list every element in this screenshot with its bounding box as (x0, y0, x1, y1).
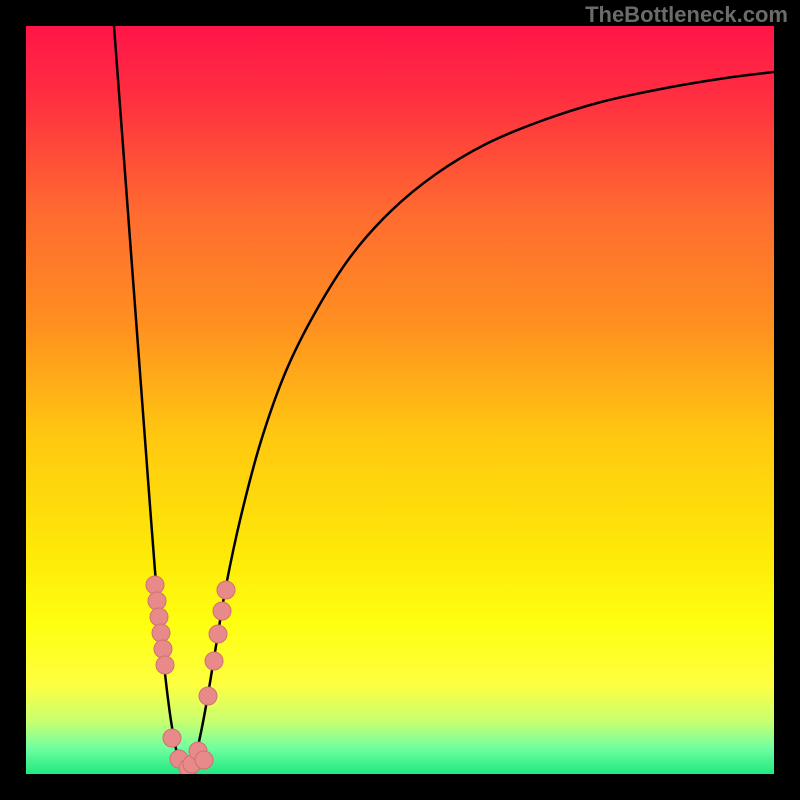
data-marker (205, 652, 223, 670)
data-marker (154, 640, 172, 658)
data-marker (217, 581, 235, 599)
plot-svg (26, 26, 774, 774)
data-marker (199, 687, 217, 705)
data-marker (156, 656, 174, 674)
data-marker (150, 608, 168, 626)
watermark-text: TheBottleneck.com (585, 2, 788, 28)
gradient-background (26, 26, 774, 774)
data-marker (163, 729, 181, 747)
data-marker (152, 624, 170, 642)
chart-container: TheBottleneck.com (0, 0, 800, 800)
data-marker (213, 602, 231, 620)
data-marker (148, 592, 166, 610)
data-marker (195, 751, 213, 769)
data-marker (209, 625, 227, 643)
data-marker (146, 576, 164, 594)
plot-area (26, 26, 774, 774)
